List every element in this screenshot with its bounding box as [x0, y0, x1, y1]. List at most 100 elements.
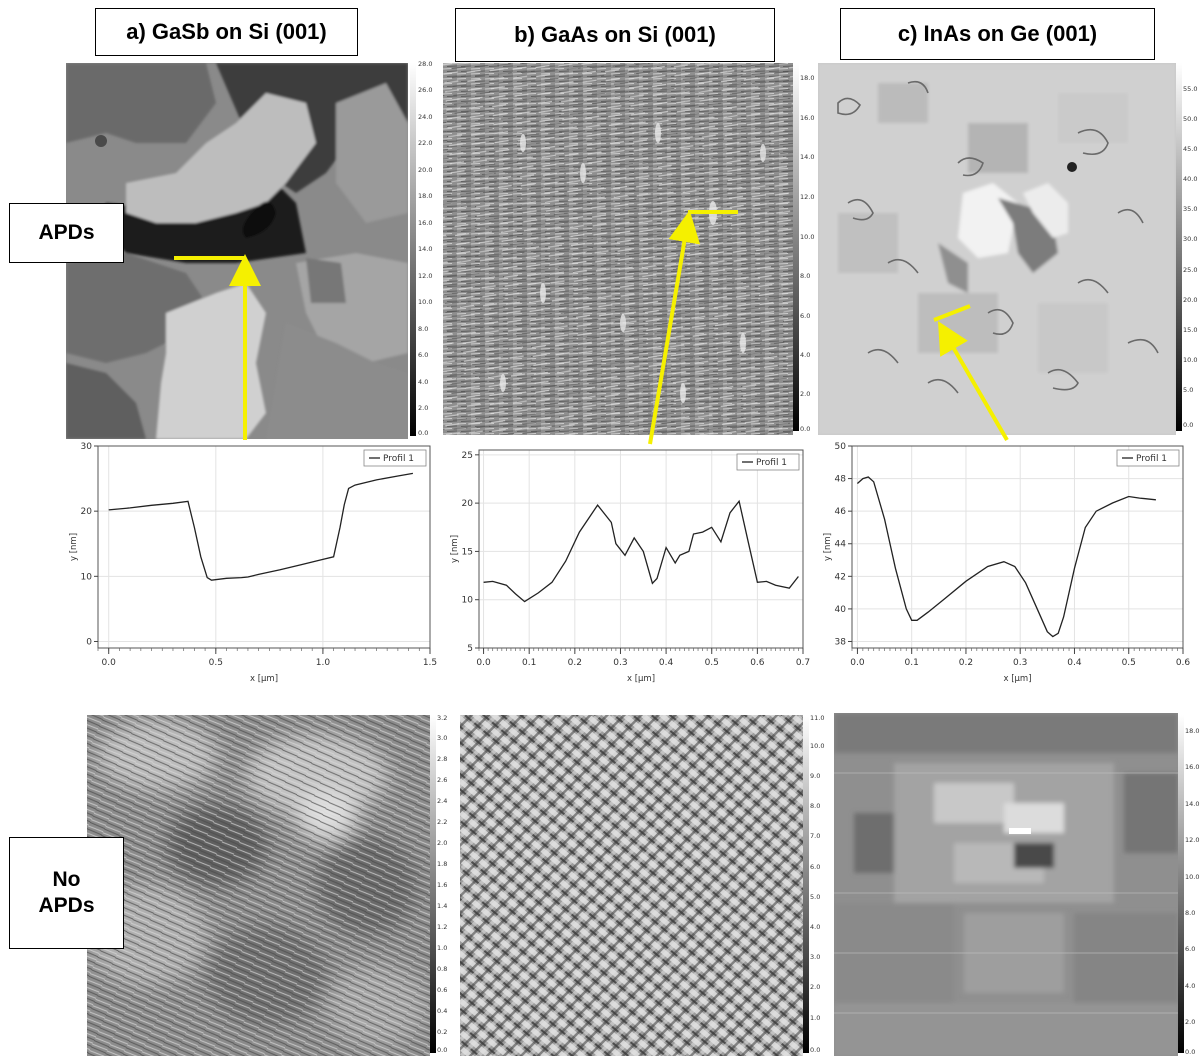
scale-tick: 1.4	[437, 902, 448, 910]
plot-frame	[97, 445, 431, 649]
scale-tick: 0.0	[437, 1046, 448, 1054]
scale-tick: 2.8	[437, 755, 448, 763]
afm-image-gaas-no-apds	[460, 715, 803, 1056]
height-scale-labels-a-top: 28.0 26.0 24.0 22.0 20.0 18.0 16.0 14.0 …	[418, 60, 440, 437]
legend-box	[1116, 449, 1180, 467]
x-tick-label: 0.1	[522, 658, 536, 668]
scale-tick: 0.8	[437, 965, 448, 973]
scale-tick: 0.0	[810, 1046, 821, 1054]
x-axis-label: x [µm]	[627, 674, 655, 684]
scale-tick: 0.0	[1185, 1048, 1196, 1056]
legend-label: Profil 1	[1136, 454, 1167, 464]
scale-tick: 2.2	[437, 818, 448, 826]
scale-tick: 1.0	[437, 944, 448, 952]
scale-tick: 4.0	[1185, 982, 1196, 990]
y-tick-label: 5	[467, 644, 473, 654]
x-tick-label: 0.5	[1122, 658, 1136, 668]
scale-tick: 16.0	[418, 219, 433, 227]
x-tick-label: 0.2	[568, 658, 582, 668]
y-tick-label: 38	[835, 637, 847, 647]
scale-tick: 24.0	[418, 113, 433, 121]
legend-label: Profil 1	[383, 454, 414, 464]
y-tick-label: 25	[462, 451, 473, 461]
x-tick-label: 0.4	[659, 658, 674, 668]
scale-tick: 5.0	[810, 893, 821, 901]
afm-image-gasb-no-apds	[87, 715, 430, 1056]
scale-tick: 1.8	[437, 860, 448, 868]
y-tick-label: 44	[835, 540, 847, 550]
y-tick-label: 0	[86, 637, 92, 647]
row-label-no-apds: No APDs	[9, 837, 124, 949]
scale-tick: 14.0	[1185, 800, 1200, 808]
scale-tick: 3.2	[437, 714, 448, 722]
height-profile-chart-c: 0.0 0.1 0.2 0.3 0.4 0.5 0.6 38 40 42 44 46 48 50 x [µm…	[818, 440, 1203, 690]
afm-image-gaas-apds	[443, 63, 793, 435]
afm-image-inas-no-apds	[834, 713, 1178, 1056]
scale-tick: 8.0	[1185, 909, 1196, 917]
row-label-no-apds-line2: APDs	[38, 894, 95, 917]
scale-tick: 1.6	[437, 881, 448, 889]
scale-tick: 14.0	[418, 245, 433, 253]
height-scale-bar-a-top	[410, 63, 416, 436]
height-scale-bar-c-bottom	[1178, 715, 1184, 1053]
scale-tick: 5.0	[1183, 386, 1194, 394]
x-tick-label: 0.7	[796, 658, 810, 668]
scale-tick: 9.0	[810, 772, 821, 780]
scale-tick: 8.0	[800, 272, 811, 280]
legend: Profil 1	[1116, 449, 1180, 467]
scale-tick: 12.0	[1185, 836, 1200, 844]
scale-tick: 6.0	[810, 863, 821, 871]
y-tick-label: 40	[835, 605, 847, 615]
scale-tick: 10.0	[800, 233, 815, 241]
scale-tick: 16.0	[800, 114, 815, 122]
scale-tick: 15.0	[1183, 326, 1198, 334]
scale-tick: 1.0	[810, 1014, 821, 1022]
plot-frame	[478, 449, 804, 649]
y-axis-label: y [nm]	[823, 533, 833, 561]
y-axis-label: y [nm]	[69, 533, 79, 561]
scale-tick: 20.0	[418, 166, 433, 174]
height-profile-chart-b-svg: 0.0 0.1 0.2 0.3 0.4 0.5 0.6 0.7 5 10 15 20 25 x [µm] y…	[450, 449, 810, 684]
x-tick-label: 0.4	[1067, 658, 1082, 668]
scale-tick: 30.0	[1183, 235, 1198, 243]
scale-tick: 0.4	[437, 1007, 448, 1015]
scale-tick: 55.0	[1183, 85, 1198, 93]
y-axis-label: y [nm]	[450, 535, 460, 563]
scale-tick: 6.0	[418, 351, 429, 359]
afm-image-inas-apds	[818, 63, 1176, 435]
scale-tick: 10.0	[418, 298, 433, 306]
scale-tick: 22.0	[418, 139, 433, 147]
scale-tick: 7.0	[810, 832, 821, 840]
scale-tick: 1.2	[437, 923, 448, 931]
scale-tick: 6.0	[1185, 945, 1196, 953]
scale-tick: 8.0	[810, 802, 821, 810]
x-tick-label: 0.0	[102, 658, 117, 668]
scale-tick: 2.0	[800, 390, 811, 398]
height-scale-bar-b-top	[793, 63, 799, 431]
series-line-profil-1	[856, 476, 1156, 638]
scale-tick: 45.0	[1183, 145, 1198, 153]
height-profile-chart-a-svg: 0.0 0.5 1.0 1.5 0 10 20 30 x [µm] y [nm] Profil 1	[69, 442, 437, 684]
y-tick-label: 50	[835, 442, 847, 452]
x-tick-label: 0.5	[705, 658, 719, 668]
y-tick-label: 10	[462, 596, 474, 606]
y-tick-label: 46	[835, 507, 847, 517]
x-tick-label: 0.6	[750, 658, 765, 668]
series-line-profil-1	[483, 499, 799, 603]
y-tick-label: 30	[81, 442, 93, 452]
scale-tick: 11.0	[810, 714, 825, 722]
x-tick-label: 0.6	[1176, 658, 1191, 668]
x-axis-label: x [µm]	[250, 674, 278, 684]
scale-tick: 3.0	[810, 953, 821, 961]
scale-tick: 6.0	[800, 312, 811, 320]
scale-tick: 18.0	[418, 192, 433, 200]
height-scale-bar-c-top	[1176, 63, 1182, 431]
column-header-c: c) InAs on Ge (001)	[840, 8, 1155, 60]
x-axis-label: x [µm]	[1003, 674, 1031, 684]
height-profile-chart-b: 0.0 0.1 0.2 0.3 0.4 0.5 0.6 0.7 5 10 15 20 25 x [µm] y…	[443, 442, 813, 692]
scale-tick: 12.0	[800, 193, 815, 201]
scale-tick: 8.0	[418, 325, 429, 333]
scale-tick: 2.0	[810, 983, 821, 991]
scale-tick: 0.6	[437, 986, 448, 994]
x-tick-label: 1.0	[316, 658, 331, 668]
